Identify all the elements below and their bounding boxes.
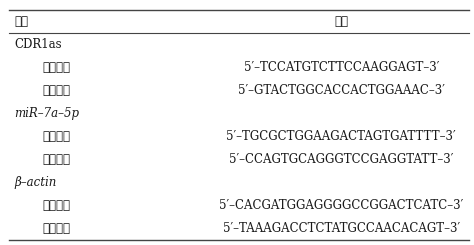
Text: 反向引物: 反向引物 [43, 222, 71, 235]
Text: β–actin: β–actin [14, 176, 56, 189]
Text: 正向引物: 正向引物 [43, 199, 71, 212]
Text: 名称: 名称 [14, 15, 28, 28]
Text: CDR1as: CDR1as [14, 38, 62, 51]
Text: 正向引物: 正向引物 [43, 130, 71, 143]
Text: 5′–TGCGCTGGAAGACTAGTGATTTT–3′: 5′–TGCGCTGGAAGACTAGTGATTTT–3′ [227, 130, 456, 143]
Text: 5′–TAAAGACCTCTATGCCAACACAGT–3′: 5′–TAAAGACCTCTATGCCAACACAGT–3′ [223, 222, 460, 235]
Text: 反向引物: 反向引物 [43, 84, 71, 97]
Text: 5′–GTACTGGCACCACTGGAAAC–3′: 5′–GTACTGGCACCACTGGAAAC–3′ [238, 84, 445, 97]
Text: 反向引物: 反向引物 [43, 153, 71, 166]
Text: 5′–CACGATGGAGGGGCCGGACTCATC–3′: 5′–CACGATGGAGGGGCCGGACTCATC–3′ [219, 199, 464, 212]
Text: 5′–TCCATGTCTTCCAAGGAGT–3′: 5′–TCCATGTCTTCCAAGGAGT–3′ [244, 61, 439, 74]
Text: miR–7a–5p: miR–7a–5p [14, 107, 79, 120]
Text: 正向引物: 正向引物 [43, 61, 71, 74]
Text: 序列: 序列 [334, 15, 348, 28]
Text: 5′–CCAGTGCAGGGTCCGAGGTATT–3′: 5′–CCAGTGCAGGGTCCGAGGTATT–3′ [229, 153, 454, 166]
